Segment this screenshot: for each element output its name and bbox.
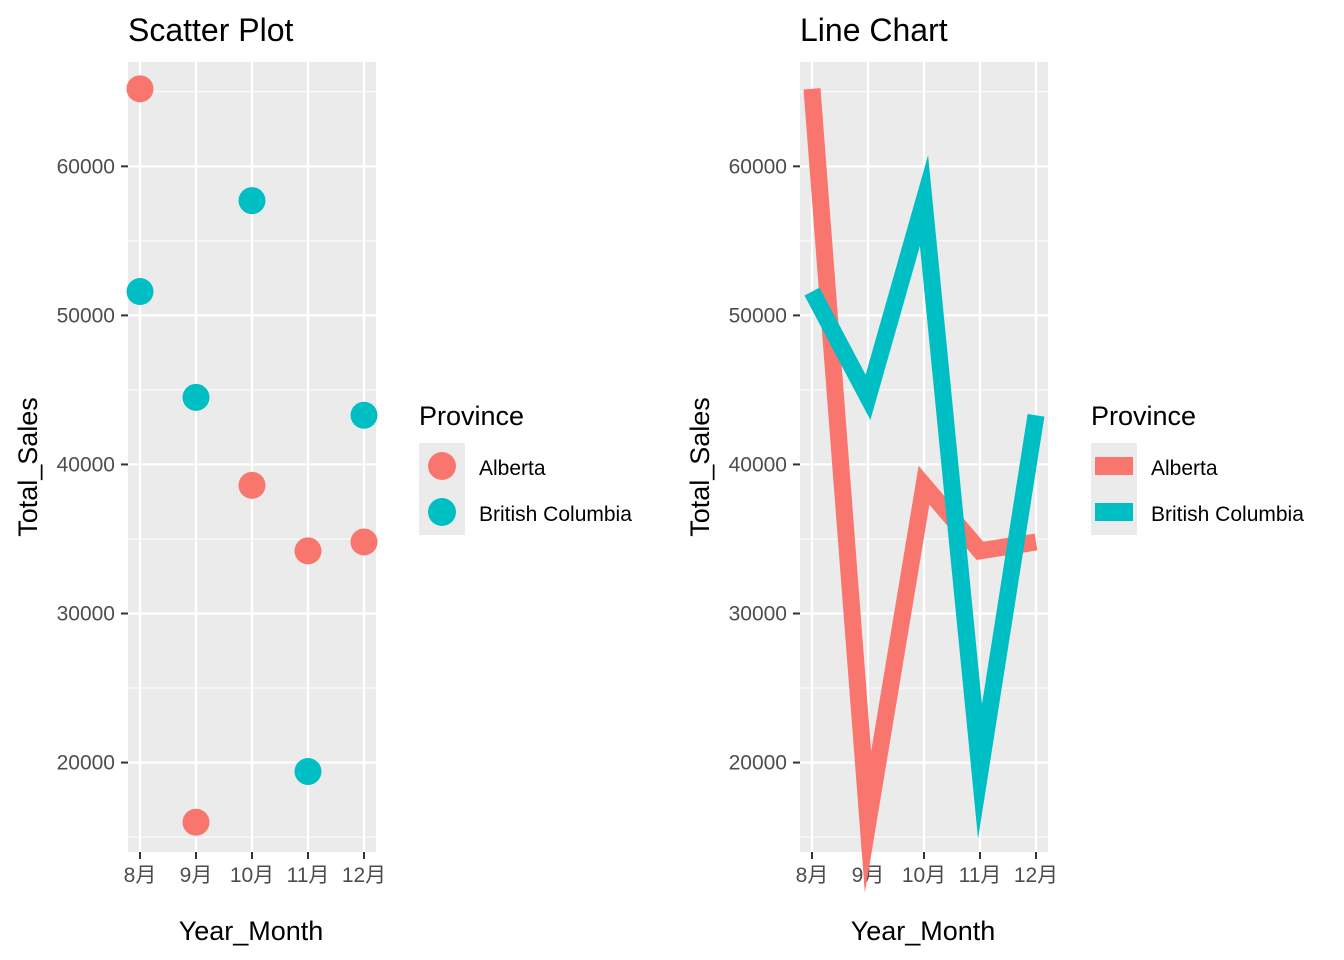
- scatter-chart-title: Scatter Plot: [128, 12, 294, 48]
- line-chart: Line Chart 20000 30000 40000 50000 60000 8月 9…: [685, 12, 1304, 946]
- scatter-y-tick-label: 30000: [57, 603, 115, 626]
- scatter-x-tick-label: 12月: [342, 864, 386, 887]
- scatter-x-tick-label: 10月: [230, 864, 274, 887]
- scatter-y-tick-label: 40000: [57, 453, 115, 476]
- line-series-british-columbia: [804, 155, 1045, 839]
- line-legend-label-bc: British Columbia: [1151, 503, 1304, 526]
- scatter-y-tick-label: 20000: [57, 752, 115, 775]
- scatter-point-british-columbia: [126, 278, 154, 306]
- line-legend: Province Alberta British Columbia: [1091, 401, 1304, 535]
- scatter-point-british-columbia: [350, 401, 378, 429]
- line-y-tick-label: 60000: [729, 155, 787, 178]
- line-x-tick-label: 12月: [1014, 864, 1058, 887]
- line-x-tick-label: 11月: [959, 864, 1002, 887]
- scatter-y-tick-label: 50000: [57, 304, 115, 327]
- line-y-tick-label: 40000: [729, 453, 787, 476]
- scatter-x-ticks: 8月 9月 10月 11月 12月: [124, 852, 386, 887]
- line-y-tick-label: 30000: [729, 603, 787, 626]
- line-y-tick-label: 50000: [729, 304, 787, 327]
- scatter-x-tick-label: 8月: [124, 864, 157, 887]
- scatter-point-british-columbia: [182, 383, 210, 411]
- scatter-legend-label-bc: British Columbia: [479, 503, 632, 526]
- scatter-points: [126, 75, 378, 836]
- scatter-point-alberta: [238, 471, 266, 499]
- scatter-chart: Scatter Plot 20000 30000 40000 50000 60000 8…: [13, 12, 632, 946]
- line-legend-key-alberta: [1095, 457, 1133, 475]
- line-series-alberta: [803, 88, 1038, 893]
- scatter-legend: Province Alberta British Columbia: [419, 401, 632, 535]
- scatter-point-alberta: [350, 528, 378, 556]
- scatter-legend-key-bc: [428, 498, 456, 526]
- scatter-x-tick-label: 9月: [180, 864, 213, 887]
- scatter-y-axis-title: Total_Sales: [13, 397, 43, 537]
- line-y-axis-title: Total_Sales: [685, 397, 715, 537]
- scatter-point-british-columbia: [238, 187, 266, 215]
- scatter-point-british-columbia: [294, 758, 322, 786]
- line-series: [803, 88, 1045, 893]
- line-x-ticks: 8月 9月 10月 11月 12月: [796, 852, 1058, 887]
- line-x-axis-title: Year_Month: [851, 916, 996, 946]
- line-x-tick-label: 9月: [852, 864, 885, 887]
- scatter-legend-label-alberta: Alberta: [479, 457, 546, 480]
- line-legend-label-alberta: Alberta: [1151, 457, 1218, 480]
- line-y-tick-label: 20000: [729, 752, 787, 775]
- scatter-x-axis-title: Year_Month: [179, 916, 324, 946]
- line-chart-title: Line Chart: [800, 12, 948, 48]
- scatter-gridlines: [128, 62, 376, 852]
- scatter-legend-key-alberta: [428, 452, 456, 480]
- line-x-tick-label: 8月: [796, 864, 829, 887]
- line-legend-key-bc: [1095, 503, 1133, 521]
- scatter-legend-title: Province: [419, 401, 524, 431]
- line-y-ticks: 20000 30000 40000 50000 60000: [729, 155, 800, 775]
- scatter-y-ticks: 20000 30000 40000 50000 60000: [57, 155, 128, 775]
- scatter-x-tick-label: 11月: [287, 864, 330, 887]
- line-x-tick-label: 10月: [902, 864, 946, 887]
- line-legend-title: Province: [1091, 401, 1196, 431]
- scatter-point-alberta: [182, 808, 210, 836]
- scatter-y-tick-label: 60000: [57, 155, 115, 178]
- scatter-point-alberta: [294, 537, 322, 565]
- scatter-point-alberta: [126, 75, 154, 103]
